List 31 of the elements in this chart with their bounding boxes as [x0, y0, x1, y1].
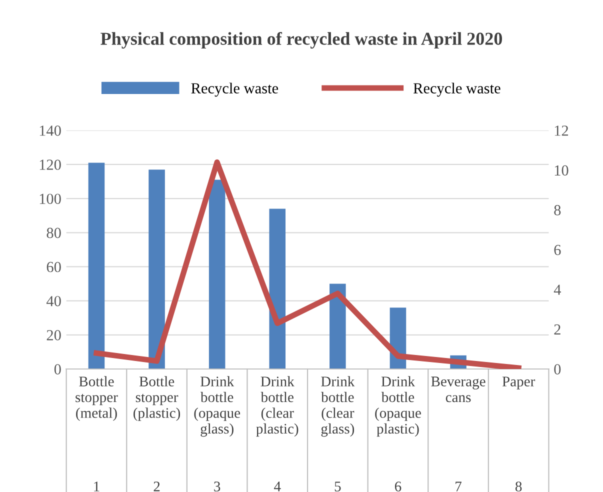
- legend-label: Recycle waste: [413, 82, 500, 97]
- y2-tick-label: 2: [554, 324, 560, 335]
- category-label: Drink bottle (clear glass) 5: [321, 376, 355, 492]
- y2-tick-label: 12: [554, 126, 568, 136]
- y2-tick-label: 0: [554, 364, 561, 374]
- category-label: Drink bottle (opaque glass) 3: [194, 376, 240, 492]
- y-tick-label: 100: [40, 194, 61, 204]
- bar: [330, 284, 346, 369]
- y-tick-label: 140: [40, 126, 61, 136]
- bar: [148, 170, 165, 369]
- legend-label: Recycle waste: [191, 82, 278, 97]
- y2-tick-label: 8: [554, 205, 561, 216]
- y-tick-label: 20: [46, 330, 61, 340]
- bar: [208, 180, 226, 369]
- category-label: Bottle stopper (metal) 1: [76, 376, 118, 492]
- y-tick-label: 0: [54, 364, 61, 374]
- category-label: Drink bottle (opaque plastic) 6: [375, 376, 421, 492]
- y-tick-label: 40: [46, 296, 61, 306]
- y-tick-label: 60: [46, 262, 61, 272]
- bar: [88, 162, 105, 369]
- y-tick-label: 120: [40, 160, 61, 170]
- category-label: Drink bottle (clear plastic) 4: [256, 376, 298, 492]
- y2-tick-label: 6: [554, 244, 561, 256]
- category-label: Paper 8: [502, 376, 536, 492]
- bar: [269, 208, 286, 369]
- category-label: Bottle stopper (plastic) 2: [134, 376, 180, 492]
- chart-title: Physical composition of recycled waste in April 2020: [100, 32, 502, 49]
- y-tick-label: 80: [46, 228, 61, 238]
- category-label: Beverage cans 7: [431, 376, 486, 492]
- y2-tick-label: 4: [554, 284, 561, 295]
- y2-tick-label: 10: [554, 165, 568, 176]
